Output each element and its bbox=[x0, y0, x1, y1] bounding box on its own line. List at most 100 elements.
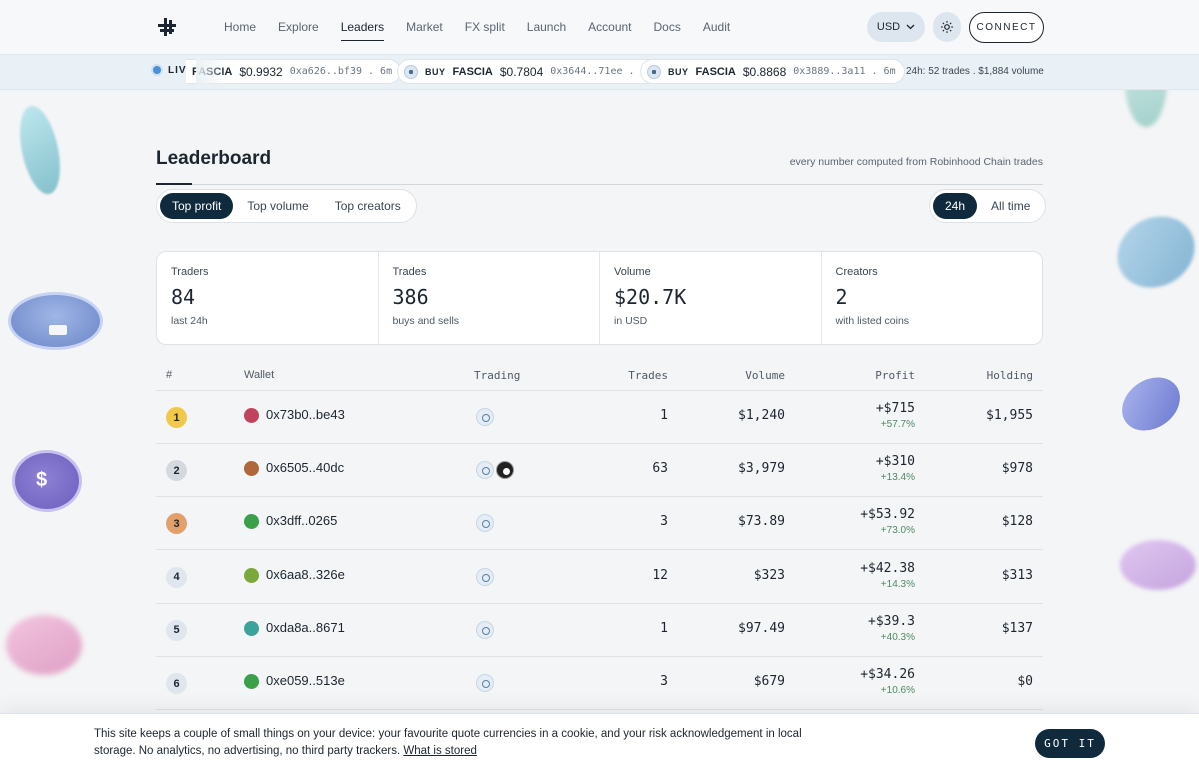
volume-value: $3,979 bbox=[738, 461, 785, 477]
live-ticker: LIVE FASCIA $0.9932 0xa626..bf39 . 6m BU… bbox=[0, 55, 1199, 90]
trades-count: 3 bbox=[660, 674, 668, 689]
decorative-coin bbox=[6, 615, 82, 675]
token-icon[interactable] bbox=[476, 674, 494, 692]
table-row[interactable]: 2 0x6505..40dc 63 $3,979 +$310 +13.4% $978 bbox=[156, 444, 1043, 498]
profit-value: +$715 bbox=[875, 401, 915, 416]
decorative-coin bbox=[1120, 540, 1196, 590]
volume-value: $73.89 bbox=[738, 514, 785, 530]
stat-label: Trades bbox=[392, 266, 427, 278]
ticker-fade bbox=[196, 55, 226, 89]
logo-icon[interactable] bbox=[158, 18, 176, 36]
nav-audit[interactable]: Audit bbox=[702, 20, 731, 34]
token-icon[interactable] bbox=[476, 567, 494, 586]
nav-account[interactable]: Account bbox=[588, 20, 632, 34]
ticker-item[interactable]: BUY FASCIA $0.8868 0x3889..3a11 . 6m bbox=[640, 59, 905, 84]
holding-value: $137 bbox=[1001, 620, 1033, 636]
tab-top-creators[interactable]: Top creators bbox=[334, 199, 401, 213]
profit-value: +$53.92 bbox=[860, 507, 915, 523]
trades-count: 1 bbox=[660, 408, 668, 423]
got-it-button[interactable]: GOT IT bbox=[1035, 729, 1105, 758]
page-subtitle: every number computed from Robinhood Cha… bbox=[789, 156, 1043, 168]
rank-badge: 6 bbox=[166, 673, 187, 694]
nav-launch[interactable]: Launch bbox=[526, 20, 567, 34]
ticker-symbol: FASCIA bbox=[452, 65, 493, 78]
wallet-address[interactable]: 0x73b0..be43 bbox=[266, 407, 345, 422]
profit-percent: +40.3% bbox=[880, 631, 915, 643]
stat-label: Creators bbox=[835, 266, 878, 278]
ticker-summary: 24h: 52 trades . $1,884 volume bbox=[906, 66, 1044, 77]
stat-value: 84 bbox=[171, 285, 196, 309]
trades-count: 63 bbox=[652, 461, 668, 477]
ticker-item[interactable]: BUY FASCIA $0.7804 0x3644..71ee . 6m bbox=[397, 59, 662, 84]
stat-value: $20.7K bbox=[614, 285, 687, 309]
stat-note: with listed coins bbox=[835, 315, 910, 327]
what-is-stored-link[interactable]: What is stored bbox=[403, 745, 477, 757]
wallet-avatar bbox=[244, 408, 259, 423]
token-icon[interactable] bbox=[476, 620, 494, 639]
trades-count: 1 bbox=[660, 620, 668, 636]
live-indicator: LIVE bbox=[151, 64, 194, 76]
title-divider bbox=[156, 183, 1043, 185]
table-row[interactable]: 6 0xe059..513e 3 $679 +$34.26 +10.6% $0 bbox=[156, 657, 1043, 710]
wallet-address[interactable]: 0xda8a..8671 bbox=[266, 619, 345, 635]
wallet-address[interactable]: 0x3dff..0265 bbox=[266, 513, 338, 529]
ticker-address: 0x3644..71ee . 6m bbox=[550, 66, 653, 77]
table-row[interactable]: 4 0x6aa8..326e 12 $323 +$42.38 +14.3% $313 bbox=[156, 551, 1043, 604]
theme-toggle[interactable] bbox=[933, 12, 961, 42]
col-trading: Trading bbox=[474, 369, 521, 382]
wallet-address[interactable]: 0x6aa8..326e bbox=[266, 566, 345, 582]
connect-button[interactable]: CONNECT bbox=[969, 12, 1044, 43]
token-icon[interactable] bbox=[476, 514, 494, 533]
nav-home[interactable]: Home bbox=[224, 20, 257, 34]
stat-creators: Creators 2 with listed coins bbox=[822, 252, 1043, 344]
nav-leaders[interactable]: Leaders bbox=[330, 0, 395, 55]
trading-tokens bbox=[476, 567, 494, 586]
profit-percent: +10.6% bbox=[880, 685, 915, 696]
nav-market[interactable]: Market bbox=[406, 20, 443, 34]
col-volume: Volume bbox=[745, 369, 785, 382]
wallet-avatar bbox=[244, 567, 259, 583]
table-row[interactable]: 3 0x3dff..0265 3 $73.89 +$53.92 +73.0% $128 bbox=[156, 497, 1043, 551]
profit-value: +$42.38 bbox=[860, 560, 915, 576]
profit-cell: +$715 +57.7% bbox=[876, 401, 915, 430]
token-icon[interactable] bbox=[476, 408, 494, 426]
table-row[interactable]: 1 0x73b0..be43 1 $1,240 +$715 +57.7% $1,955 bbox=[156, 391, 1043, 444]
col-holding: Holding bbox=[986, 369, 1033, 382]
wallet-avatar bbox=[244, 674, 259, 689]
table-row[interactable]: 5 0xda8a..8671 1 $97.49 +$39.3 +40.3% $137 bbox=[156, 604, 1043, 657]
wallet-address[interactable]: 0xe059..513e bbox=[266, 673, 345, 688]
rank-badge: 3 bbox=[166, 513, 187, 535]
range-tabs: 24h All time bbox=[929, 189, 1047, 223]
tab-all-time[interactable]: All time bbox=[991, 199, 1031, 213]
nav-explore[interactable]: Explore bbox=[278, 20, 319, 34]
token-icon[interactable] bbox=[496, 461, 514, 480]
stat-traders: Traders 84 last 24h bbox=[157, 252, 379, 344]
stat-label: Traders bbox=[171, 266, 209, 278]
nav-fx-split[interactable]: FX split bbox=[464, 20, 505, 34]
trades-count: 12 bbox=[652, 567, 668, 583]
chevron-down-icon bbox=[906, 24, 915, 30]
token-icon[interactable] bbox=[476, 461, 494, 480]
tab-top-volume[interactable]: Top volume bbox=[247, 199, 309, 213]
cookie-banner: This site keeps a couple of small things… bbox=[0, 713, 1199, 771]
rank-badge: 5 bbox=[166, 619, 187, 641]
wallet-address[interactable]: 0x6505..40dc bbox=[266, 460, 345, 476]
tab-top-profit[interactable]: Top profit bbox=[160, 193, 234, 219]
currency-select[interactable]: USD bbox=[867, 12, 925, 42]
tab-24h[interactable]: 24h bbox=[933, 193, 978, 219]
volume-value: $679 bbox=[753, 674, 785, 689]
decorative-coin bbox=[13, 102, 67, 198]
cookie-text: This site keeps a couple of small things… bbox=[94, 726, 814, 760]
page-title: Leaderboard bbox=[156, 148, 272, 169]
volume-value: $323 bbox=[753, 567, 785, 583]
trading-tokens bbox=[476, 514, 494, 533]
wallet-avatar bbox=[244, 514, 259, 530]
profit-cell: +$39.3 +40.3% bbox=[868, 614, 915, 643]
profit-percent: +13.4% bbox=[880, 472, 915, 484]
trading-tokens bbox=[476, 408, 494, 426]
holding-value: $313 bbox=[1001, 567, 1033, 583]
live-label: LIVE bbox=[168, 64, 195, 76]
nav-docs[interactable]: Docs bbox=[653, 20, 681, 34]
rank-badge: 1 bbox=[166, 407, 187, 428]
volume-value: $1,240 bbox=[738, 408, 785, 423]
